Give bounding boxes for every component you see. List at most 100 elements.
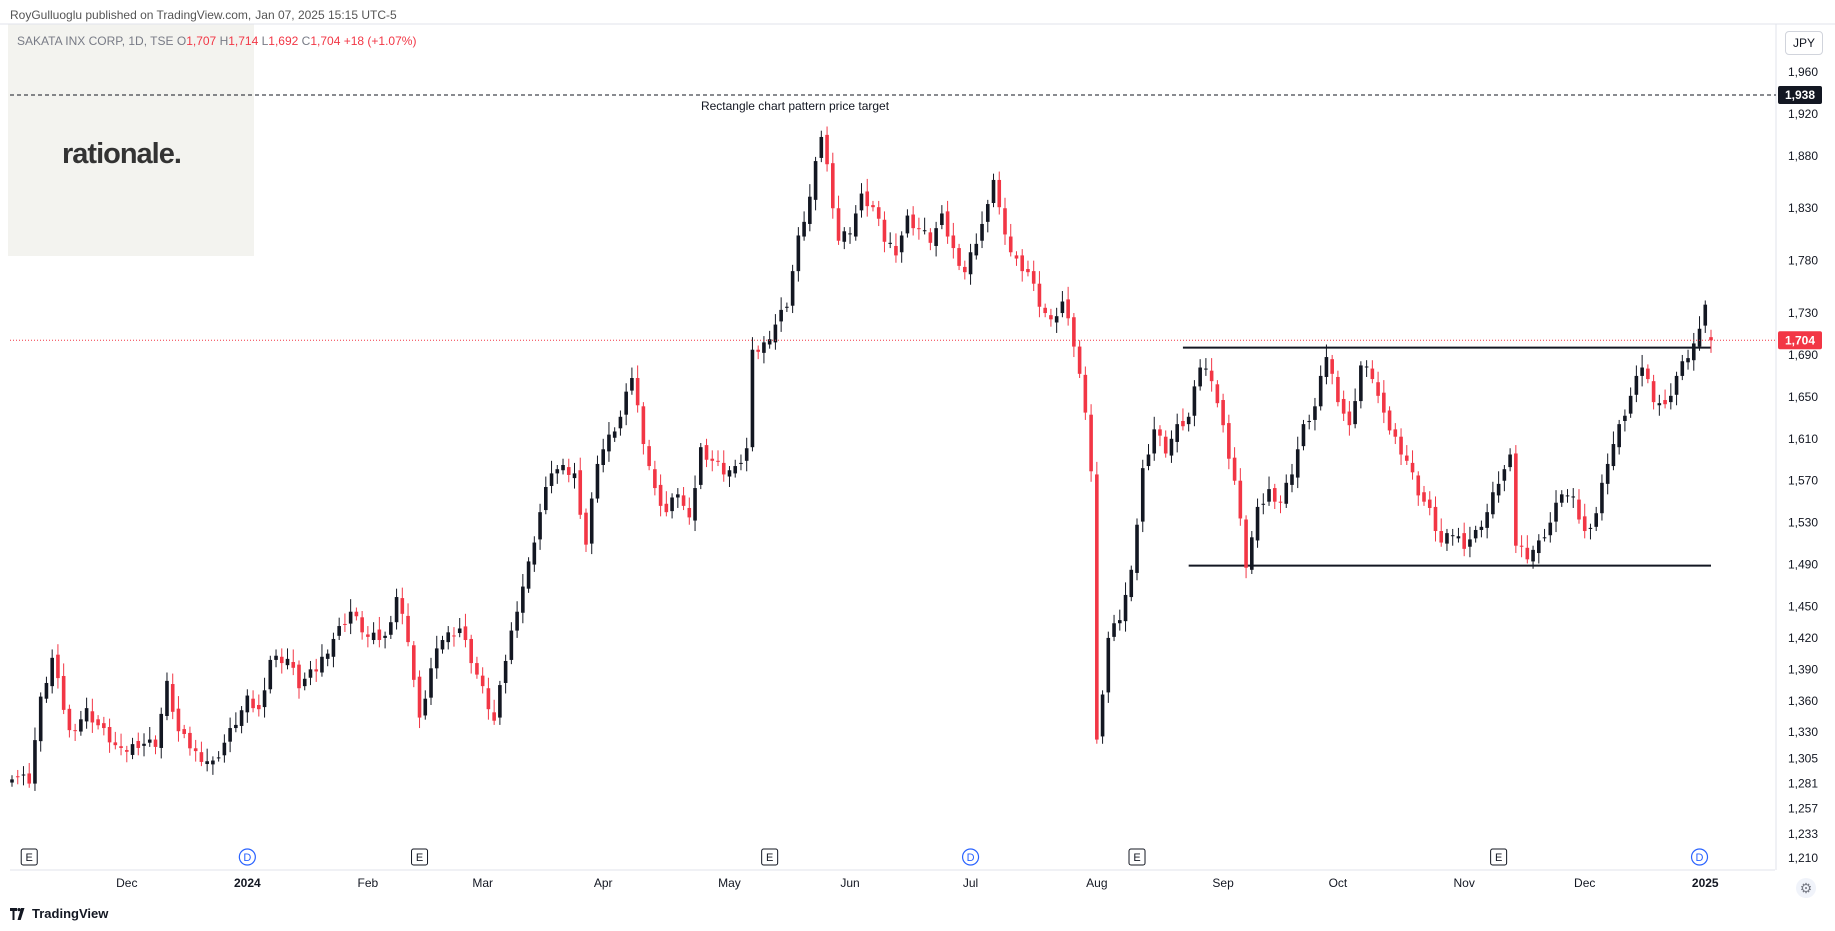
candle-body [1014, 255, 1019, 259]
candle-body [1003, 208, 1007, 235]
candle-body [1020, 255, 1025, 272]
chart-grid [0, 23, 1835, 871]
candle-body [813, 161, 818, 200]
price-tick-label: 1,880 [1788, 149, 1818, 163]
candle-body [727, 470, 732, 477]
candle-body [716, 460, 720, 462]
open-label: O [176, 34, 187, 48]
candle-body [865, 191, 870, 207]
candle-body [159, 713, 164, 748]
candle-body [744, 448, 749, 461]
candle-body [1215, 384, 1220, 404]
candle-body [84, 708, 89, 722]
candle-body [1037, 283, 1042, 307]
candle-body [1272, 488, 1277, 502]
time-tick-label: Jun [840, 876, 859, 890]
candle-body [796, 235, 801, 272]
candle-body [56, 654, 60, 679]
candle-body [1611, 444, 1616, 467]
candle-body [1267, 489, 1271, 502]
candle-body [1496, 483, 1501, 496]
price-tick-label: 1,257 [1788, 802, 1818, 816]
candle-body [170, 684, 175, 712]
candle-body [831, 163, 835, 209]
candle-body [400, 598, 405, 614]
candle-body [1077, 346, 1082, 374]
candle-body [526, 561, 531, 589]
candle-body [44, 682, 49, 699]
dividend-marker-label: D [1696, 852, 1704, 864]
candle-body [578, 470, 583, 515]
candle-body [1295, 449, 1300, 478]
candle-body [968, 252, 973, 275]
candle-body [584, 512, 588, 545]
candle-body [1605, 463, 1610, 484]
candle-body [285, 658, 290, 666]
candle-body [417, 676, 422, 718]
candle-body [819, 136, 824, 158]
candle-body [762, 342, 766, 353]
gear-icon[interactable]: ⚙ [1796, 878, 1816, 898]
candle-body [142, 743, 146, 746]
candle-body [343, 623, 347, 625]
candle-body [1290, 474, 1294, 485]
price-tick-label: 1,650 [1788, 390, 1818, 404]
candle-body [1054, 316, 1059, 323]
time-tick-label: Sep [1212, 876, 1234, 890]
dividend-marker-label: D [243, 852, 251, 864]
candle-body [1594, 513, 1599, 527]
candle-body [1353, 401, 1357, 425]
candle-body [802, 221, 806, 237]
candle-body [308, 669, 313, 678]
candle-body [1232, 457, 1237, 481]
earnings-marker-label: E [766, 852, 773, 864]
dividend-marker [238, 848, 256, 866]
candle-body [182, 729, 186, 734]
candle-body [1674, 375, 1679, 395]
candle-body [354, 611, 359, 617]
candle-body [521, 586, 525, 613]
candle-body [1588, 527, 1593, 529]
tradingview-logo-icon [10, 907, 25, 920]
price-axis[interactable]: 1,960 1,920 1,880 1,830 1,780 1,730 1,690 1,650… [1788, 65, 1818, 865]
price-tick-label: 1,690 [1788, 348, 1818, 362]
candle-body [394, 597, 399, 623]
tradingview-footer[interactable]: TradingView [10, 906, 108, 921]
candle-body [1330, 359, 1334, 374]
target-price-label: 1,938 [1785, 88, 1815, 102]
candle-body [704, 445, 709, 460]
candle-body [1106, 637, 1111, 693]
currency-button[interactable]: JPY [1785, 31, 1823, 55]
time-tick-label: Dec [1574, 876, 1595, 890]
time-axis[interactable]: Dec 2024 Feb Mar Apr May Jun Jul Aug Sep Oct Nov Dec… [116, 876, 1719, 890]
candle-body [842, 231, 847, 242]
candle-body [1129, 569, 1134, 598]
candle-body [463, 626, 468, 641]
candle-body [67, 708, 72, 731]
candle-body [1537, 540, 1541, 554]
candle-body [1519, 545, 1524, 547]
candle-body [693, 488, 697, 521]
candle-body [1680, 361, 1685, 376]
candle-body [1072, 317, 1076, 347]
candle-body [1468, 539, 1472, 547]
candle-body [1399, 436, 1403, 455]
price-tick-label: 1,570 [1788, 474, 1818, 488]
price-tick-label: 1,390 [1788, 662, 1818, 676]
earnings-marker [1128, 848, 1146, 866]
symbol-name[interactable]: SAKATA INX CORP, 1D, TSE [17, 34, 174, 48]
dividend-marker-label: D [967, 852, 975, 864]
chart-overlays: Rectangle chart pattern price target 1,93… [10, 86, 1822, 350]
time-tick-label: Dec [116, 876, 137, 890]
candle-body [756, 349, 760, 352]
candle-body [1600, 482, 1604, 514]
candle-body [469, 638, 473, 664]
candle-body [1502, 469, 1507, 481]
time-tick-label: Mar [472, 876, 493, 890]
candle-body [1542, 537, 1547, 539]
candle-body [165, 680, 169, 716]
candle-body [905, 215, 910, 234]
candle-body [1491, 492, 1495, 515]
candle-body [1433, 506, 1438, 532]
